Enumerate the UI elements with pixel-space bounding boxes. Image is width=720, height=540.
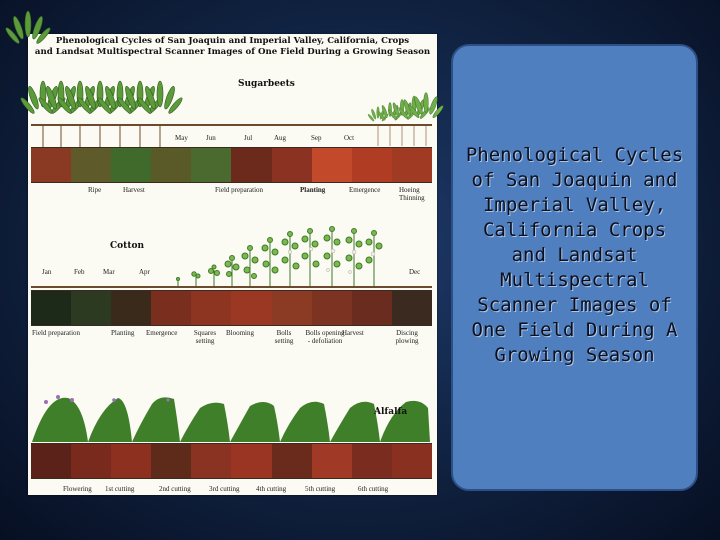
stage-label: Planting — [111, 329, 135, 337]
phenology-figure: Phenological Cycles of San Joaquin and I… — [5, 10, 445, 495]
image-frame — [71, 148, 112, 182]
stage-label: Harvest — [342, 329, 364, 337]
month-label: Dec — [409, 268, 421, 276]
sugarbeet-landsat-strip — [31, 147, 432, 183]
image-frame — [71, 444, 112, 478]
stage-label: Flowering — [63, 485, 92, 493]
image-frame — [391, 148, 432, 182]
title-panel: Phenological Cycles of San Joaquin and I… — [451, 44, 698, 491]
cotton-label: Cotton — [110, 241, 145, 251]
cotton-plants — [176, 226, 383, 286]
month-label: Sep — [311, 134, 322, 142]
image-frame — [151, 444, 192, 478]
stage-label: 3rd cutting — [209, 485, 240, 493]
alfalfa-landsat-strip — [31, 443, 432, 479]
image-frame — [111, 444, 152, 478]
image-frame — [231, 291, 272, 325]
stage-label: Harvest — [123, 186, 145, 194]
sugarbeets-label: Sugarbeets — [238, 79, 295, 89]
stage-label: Squares setting — [193, 329, 217, 345]
image-frame — [231, 444, 272, 478]
month-label: Jul — [244, 134, 253, 142]
stage-label: Emergence — [146, 329, 178, 337]
month-label: Jun — [206, 134, 216, 142]
month-label: Feb — [74, 268, 85, 276]
figure-title: Phenological Cycles of San Joaquin and I… — [28, 36, 437, 57]
image-frame — [391, 444, 432, 478]
image-frame — [231, 148, 272, 182]
panel-title-text: Phenological Cycles of San Joaquin and I… — [465, 143, 684, 366]
image-frame — [311, 148, 352, 182]
cotton-soil-line — [31, 286, 432, 288]
image-frame — [111, 148, 152, 182]
figure-title-line2: and Landsat Multispectral Scanner Images… — [34, 46, 431, 57]
stage-label: 6th cutting — [358, 485, 389, 493]
image-frame — [191, 444, 232, 478]
stage-label: Bolls setting — [274, 329, 294, 345]
image-frame — [351, 444, 392, 478]
image-frame — [271, 148, 312, 182]
month-label: Oct — [344, 134, 355, 142]
month-label: Aug — [274, 134, 287, 142]
stage-label: Bolls opening - defoliation — [305, 329, 345, 345]
month-label: May — [175, 134, 188, 142]
image-frame — [111, 291, 152, 325]
stage-label: 4th cutting — [256, 485, 287, 493]
stage-label: 5th cutting — [305, 485, 336, 493]
sugarbeet-soil-line — [31, 124, 432, 126]
stage-label: Blooming — [226, 329, 255, 337]
image-frame — [271, 444, 312, 478]
image-frame — [351, 148, 392, 182]
image-frame — [191, 291, 232, 325]
image-frame — [191, 148, 232, 182]
stage-label: 2nd cutting — [159, 485, 191, 493]
image-frame — [311, 291, 352, 325]
stage-label: Field preparation — [32, 329, 81, 337]
month-label: Jan — [42, 268, 52, 276]
alfalfa-label: Alfalfa — [374, 407, 408, 417]
image-frame — [391, 291, 432, 325]
image-frame — [151, 148, 192, 182]
alfalfa-plants — [32, 395, 430, 442]
cotton-landsat-strip — [31, 290, 432, 326]
image-frame — [311, 444, 352, 478]
image-frame — [31, 291, 72, 325]
stage-label: Emergence — [349, 186, 381, 194]
sugarbeet-plants — [5, 10, 445, 150]
image-frame — [31, 444, 72, 478]
image-frame — [71, 291, 112, 325]
image-frame — [31, 148, 72, 182]
image-frame — [151, 291, 192, 325]
stage-label: Ripe — [88, 186, 102, 194]
image-frame — [351, 291, 392, 325]
stage-label: Discing plowing — [395, 329, 419, 345]
image-frame — [271, 291, 312, 325]
figure-title-line1: Phenological Cycles of San Joaquin and I… — [55, 36, 410, 46]
stage-label: Hoeing Thinning — [399, 186, 425, 202]
stage-label: Field preparation — [215, 186, 264, 194]
stage-label: Planting — [300, 186, 326, 194]
month-label: Mar — [103, 268, 115, 276]
stage-label: 1st cutting — [105, 485, 135, 493]
month-label: Apr — [139, 268, 150, 276]
